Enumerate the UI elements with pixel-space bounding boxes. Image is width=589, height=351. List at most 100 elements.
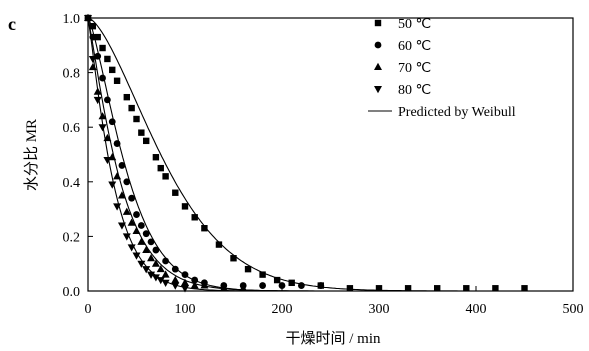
data-point <box>298 282 305 289</box>
panel-label: c <box>8 14 16 34</box>
data-point <box>142 266 151 274</box>
data-point <box>239 284 248 292</box>
data-point <box>138 129 145 136</box>
data-point <box>94 52 102 60</box>
data-point <box>137 222 145 229</box>
data-point <box>191 214 198 221</box>
legend-entry: 70 ℃ <box>398 61 431 76</box>
data-point <box>219 284 228 292</box>
data-point <box>162 257 170 265</box>
data-point <box>171 265 179 273</box>
data-point <box>181 271 189 279</box>
x-tick-label: 200 <box>272 302 293 317</box>
data-point <box>190 281 199 289</box>
legend-marker <box>374 86 382 94</box>
data-point <box>147 238 155 246</box>
data-point <box>200 281 209 289</box>
data-point <box>201 225 208 232</box>
data-point <box>151 259 160 267</box>
markers-group <box>84 13 528 293</box>
data-point <box>132 252 141 260</box>
data-point <box>123 93 130 101</box>
data-point <box>273 276 281 284</box>
data-point <box>288 279 295 287</box>
data-point <box>117 222 126 230</box>
data-point <box>181 203 189 210</box>
data-point <box>152 246 160 254</box>
data-point <box>244 265 252 273</box>
y-tick-label: 0.6 <box>63 121 81 136</box>
data-point <box>161 279 170 288</box>
y-tick-label: 1.0 <box>63 12 81 27</box>
x-tick-label: 100 <box>175 302 196 317</box>
data-point <box>133 211 140 218</box>
data-point <box>93 96 102 105</box>
data-point <box>346 285 354 292</box>
data-point <box>113 140 121 147</box>
data-point <box>215 241 223 248</box>
data-point <box>94 33 101 41</box>
data-point <box>181 278 189 286</box>
x-axis-label: 干燥时间 / min <box>285 330 381 347</box>
legend-marker <box>374 41 382 49</box>
x-tick-label: 400 <box>466 302 487 317</box>
data-point <box>259 271 266 278</box>
x-tick-label: 500 <box>563 302 584 317</box>
data-point <box>128 194 136 202</box>
data-point <box>133 115 140 123</box>
legend-entry: 50 ℃ <box>398 17 431 32</box>
axes-group: 0 100 200 300 400 500 0.0 0.2 0.4 0.6 0.8 1.0 <box>63 12 584 317</box>
data-point <box>118 162 126 169</box>
data-point <box>98 124 107 132</box>
data-point <box>127 244 136 252</box>
data-point <box>122 233 131 241</box>
data-point <box>156 277 165 285</box>
data-point <box>137 260 146 268</box>
data-point <box>99 44 106 52</box>
data-point <box>93 87 102 95</box>
legend-entry: 80 ℃ <box>398 83 431 98</box>
y-tick-label: 0.0 <box>63 285 81 300</box>
y-tick-label: 0.2 <box>63 230 81 245</box>
data-point <box>113 77 121 84</box>
data-point <box>122 207 131 215</box>
data-point <box>157 164 164 172</box>
data-point <box>108 181 117 189</box>
legend-entry: 60 ℃ <box>398 39 431 54</box>
data-point <box>259 282 266 289</box>
data-point <box>103 156 112 165</box>
data-point <box>152 154 160 161</box>
data-point <box>434 285 441 292</box>
data-point <box>162 173 169 180</box>
x-tick-label: 300 <box>369 302 390 317</box>
data-point <box>278 282 286 289</box>
data-point <box>109 66 116 74</box>
data-point <box>463 285 470 292</box>
data-point <box>104 96 111 104</box>
data-point <box>142 245 151 254</box>
data-point <box>151 274 160 282</box>
data-point <box>147 271 156 279</box>
x-tick-label: 0 <box>85 302 92 317</box>
data-point <box>104 55 111 63</box>
data-point <box>161 270 170 278</box>
data-point <box>230 255 237 262</box>
data-point <box>191 276 199 284</box>
data-point <box>404 285 412 292</box>
data-point <box>108 118 116 126</box>
data-point <box>117 191 126 199</box>
data-point <box>143 137 150 145</box>
legend-marker <box>374 62 382 70</box>
data-point <box>127 218 136 226</box>
data-point <box>84 15 92 23</box>
legend: 50 ℃ 60 ℃ 70 ℃ 80 ℃ Predicted by Weibull <box>368 17 516 120</box>
data-point <box>113 172 122 180</box>
data-point <box>171 282 180 290</box>
data-point <box>375 285 383 292</box>
data-point <box>142 230 150 238</box>
data-point <box>113 203 122 211</box>
data-point <box>172 189 179 196</box>
data-point <box>132 226 141 234</box>
